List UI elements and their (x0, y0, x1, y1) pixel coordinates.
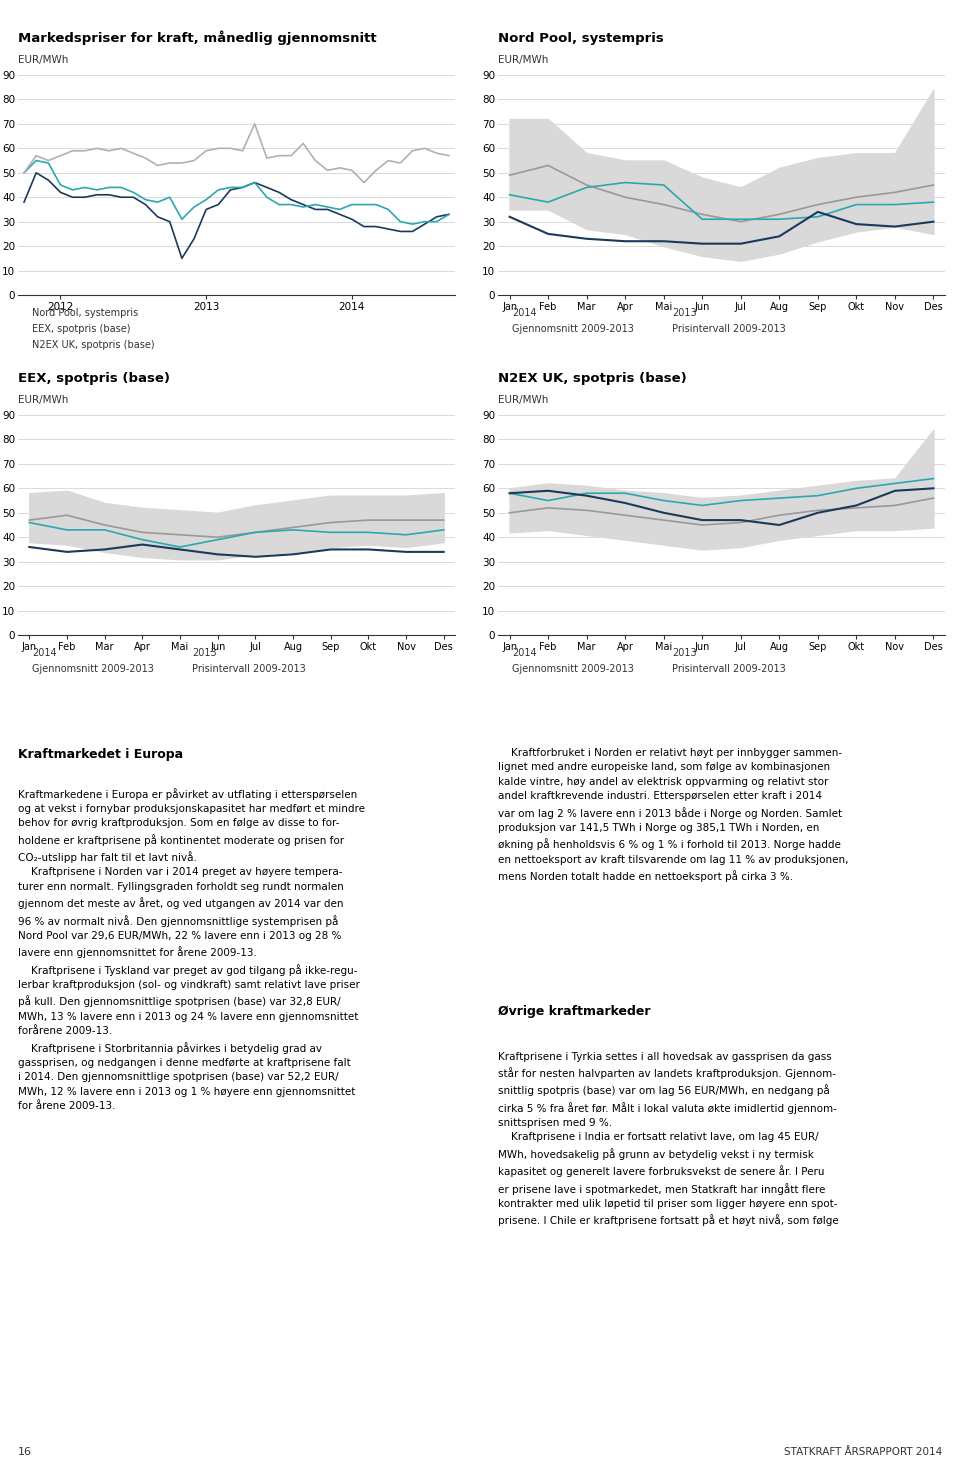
Text: Nord Pool, systempris: Nord Pool, systempris (32, 308, 138, 318)
Text: Prisintervall 2009-2013: Prisintervall 2009-2013 (192, 663, 305, 674)
Text: Kraftforbruket i Norden er relativt høyt per innbygger sammen-
lignet med andre : Kraftforbruket i Norden er relativt høyt… (498, 748, 849, 882)
Text: STATKRAFT ÅRSRAPPORT 2014: STATKRAFT ÅRSRAPPORT 2014 (783, 1446, 942, 1457)
Text: 2014: 2014 (512, 647, 537, 658)
Text: 2013: 2013 (672, 308, 697, 318)
Text: EUR/MWh: EUR/MWh (18, 55, 68, 66)
Text: 16: 16 (18, 1446, 32, 1457)
Text: Prisintervall 2009-2013: Prisintervall 2009-2013 (672, 663, 785, 674)
Text: EUR/MWh: EUR/MWh (498, 395, 548, 405)
Text: Prisintervall 2009-2013: Prisintervall 2009-2013 (672, 324, 785, 334)
Text: Kraftmarkedene i Europa er påvirket av utflating i etterspørselen
og at vekst i : Kraftmarkedene i Europa er påvirket av u… (18, 787, 365, 1111)
Text: Markedspriser for kraft, månedlig gjennomsnitt: Markedspriser for kraft, månedlig gjenno… (18, 31, 376, 45)
Text: Kraftprisene i Tyrkia settes i all hovedsak av gassprisen da gass
står for neste: Kraftprisene i Tyrkia settes i all hoved… (498, 1051, 839, 1226)
Text: N2EX UK, spotpris (base): N2EX UK, spotpris (base) (32, 340, 155, 350)
Text: EEX, spotpris (base): EEX, spotpris (base) (32, 324, 131, 334)
Text: N2EX UK, spotpris (base): N2EX UK, spotpris (base) (498, 372, 686, 385)
Text: 2014: 2014 (512, 308, 537, 318)
Text: 2013: 2013 (672, 647, 697, 658)
Text: 2013: 2013 (192, 647, 217, 658)
Text: Kraftmarkedet i Europa: Kraftmarkedet i Europa (18, 748, 183, 761)
Text: EUR/MWh: EUR/MWh (498, 55, 548, 66)
Text: EEX, spotpris (base): EEX, spotpris (base) (18, 372, 170, 385)
Text: Nord Pool, systempris: Nord Pool, systempris (498, 32, 663, 45)
Text: Gjennomsnitt 2009-2013: Gjennomsnitt 2009-2013 (512, 324, 634, 334)
Text: EUR/MWh: EUR/MWh (18, 395, 68, 405)
Text: Øvrige kraftmarkeder: Øvrige kraftmarkeder (498, 1006, 651, 1018)
Text: Gjennomsnitt 2009-2013: Gjennomsnitt 2009-2013 (32, 663, 154, 674)
Text: Gjennomsnitt 2009-2013: Gjennomsnitt 2009-2013 (512, 663, 634, 674)
Text: 2014: 2014 (32, 647, 57, 658)
